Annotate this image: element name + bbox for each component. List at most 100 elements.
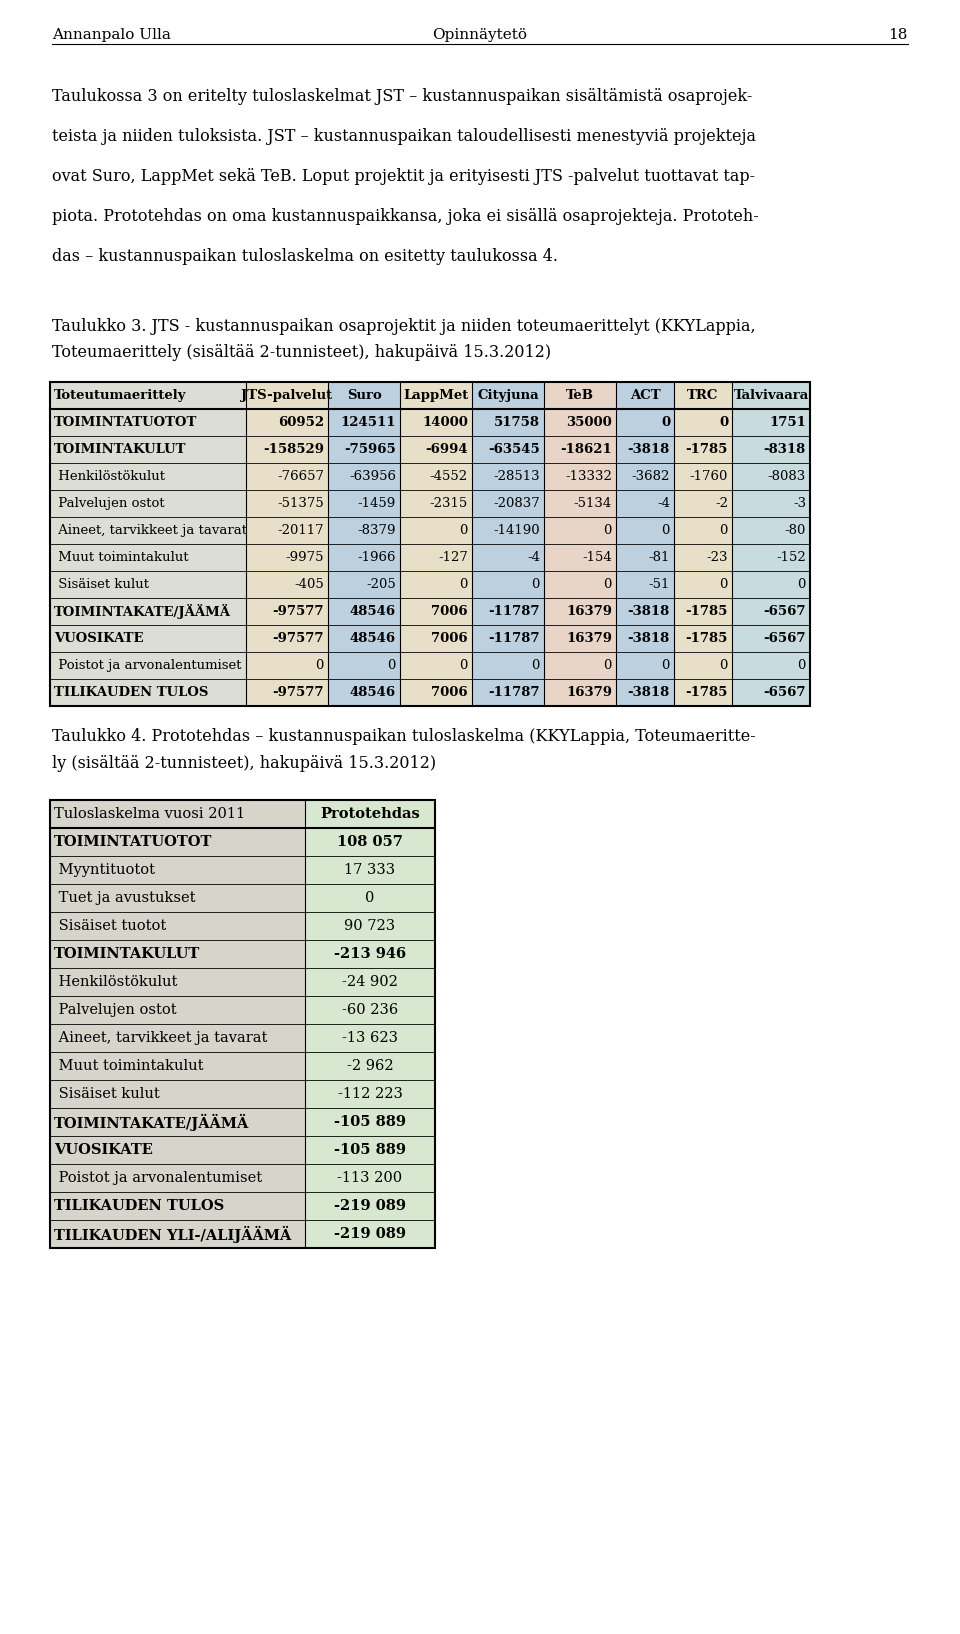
Text: Taulukossa 3 on eritelty tuloslaskelmat JST – kustannuspaikan sisältämistä osapr: Taulukossa 3 on eritelty tuloslaskelmat … bbox=[52, 88, 753, 105]
Text: 48546: 48546 bbox=[349, 686, 396, 699]
Text: Prototehdas: Prototehdas bbox=[320, 807, 420, 820]
Text: Talvivaara: Talvivaara bbox=[733, 389, 808, 402]
Text: -97577: -97577 bbox=[273, 686, 324, 699]
Text: 7006: 7006 bbox=[431, 686, 468, 699]
Text: Taulukko 3. JTS - kustannuspaikan osaprojektit ja niiden toteumaerittelyt (KKYLa: Taulukko 3. JTS - kustannuspaikan osapro… bbox=[52, 319, 756, 335]
Text: -23: -23 bbox=[707, 551, 728, 564]
Text: -76657: -76657 bbox=[277, 471, 324, 484]
Text: -6994: -6994 bbox=[425, 443, 468, 456]
Text: -11787: -11787 bbox=[489, 686, 540, 699]
Text: -213 946: -213 946 bbox=[334, 948, 406, 961]
Text: Sisäiset kulut: Sisäiset kulut bbox=[54, 1087, 159, 1101]
Text: TOIMINTAKULUT: TOIMINTAKULUT bbox=[54, 948, 201, 961]
Text: -14190: -14190 bbox=[493, 525, 540, 538]
Text: -60 236: -60 236 bbox=[342, 1003, 398, 1016]
Text: Suro: Suro bbox=[347, 389, 381, 402]
Text: 90 723: 90 723 bbox=[345, 918, 396, 933]
Text: -3818: -3818 bbox=[628, 443, 670, 456]
Text: 51758: 51758 bbox=[494, 417, 540, 430]
Text: 0: 0 bbox=[661, 659, 670, 672]
Text: -154: -154 bbox=[583, 551, 612, 564]
Text: -2315: -2315 bbox=[430, 497, 468, 510]
Text: 0: 0 bbox=[388, 659, 396, 672]
Text: 48546: 48546 bbox=[349, 605, 396, 618]
Text: Henkilöstökulut: Henkilöstökulut bbox=[54, 471, 165, 484]
Text: -8379: -8379 bbox=[357, 525, 396, 538]
Bar bbox=[472, 382, 544, 706]
Text: -205: -205 bbox=[367, 578, 396, 592]
Text: -1785: -1785 bbox=[685, 443, 728, 456]
Text: 124511: 124511 bbox=[341, 417, 396, 430]
Text: 60952: 60952 bbox=[277, 417, 324, 430]
Text: Muut toimintakulut: Muut toimintakulut bbox=[54, 551, 188, 564]
Text: TeB: TeB bbox=[566, 389, 594, 402]
Text: 0: 0 bbox=[532, 578, 540, 592]
Text: 0: 0 bbox=[720, 525, 728, 538]
Text: 0: 0 bbox=[798, 578, 806, 592]
Text: -158529: -158529 bbox=[263, 443, 324, 456]
Text: ly (sisältää 2-tunnisteet), hakupäivä 15.3.2012): ly (sisältää 2-tunnisteet), hakupäivä 15… bbox=[52, 755, 436, 771]
Text: Opinnäytetö: Opinnäytetö bbox=[433, 28, 527, 42]
Text: TOIMINTAKATE/JÄÄMÄ: TOIMINTAKATE/JÄÄMÄ bbox=[54, 605, 231, 619]
Text: -75965: -75965 bbox=[345, 443, 396, 456]
Text: 35000: 35000 bbox=[566, 417, 612, 430]
Text: 0: 0 bbox=[604, 659, 612, 672]
Text: -97577: -97577 bbox=[273, 605, 324, 618]
Text: 0: 0 bbox=[460, 659, 468, 672]
Text: 0: 0 bbox=[532, 659, 540, 672]
Text: 0: 0 bbox=[460, 525, 468, 538]
Text: -105 889: -105 889 bbox=[334, 1144, 406, 1157]
Text: -20117: -20117 bbox=[277, 525, 324, 538]
Bar bbox=[50, 382, 810, 706]
Text: teista ja niiden tuloksista. JST – kustannuspaikan taloudellisesti menestyviä pr: teista ja niiden tuloksista. JST – kusta… bbox=[52, 127, 756, 145]
Text: Tuloslaskelma vuosi 2011: Tuloslaskelma vuosi 2011 bbox=[54, 807, 245, 820]
Text: Toteumaerittely (sisältää 2-tunnisteet), hakupäivä 15.3.2012): Toteumaerittely (sisältää 2-tunnisteet),… bbox=[52, 345, 551, 361]
Text: -51: -51 bbox=[649, 578, 670, 592]
Text: TILIKAUDEN YLI-/ALIJÄÄMÄ: TILIKAUDEN YLI-/ALIJÄÄMÄ bbox=[54, 1226, 291, 1242]
Text: ovat Suro, LappMet sekä TeB. Loput projektit ja erityisesti JTS -palvelut tuotta: ovat Suro, LappMet sekä TeB. Loput proje… bbox=[52, 168, 756, 185]
Text: -11787: -11787 bbox=[489, 605, 540, 618]
Text: 0: 0 bbox=[366, 891, 374, 905]
Text: 0: 0 bbox=[798, 659, 806, 672]
Bar bbox=[305, 801, 435, 1248]
Text: TILIKAUDEN TULOS: TILIKAUDEN TULOS bbox=[54, 686, 208, 699]
Text: -1966: -1966 bbox=[357, 551, 396, 564]
Text: Poistot ja arvonalentumiset: Poistot ja arvonalentumiset bbox=[54, 1172, 262, 1185]
Text: VUOSIKATE: VUOSIKATE bbox=[54, 1144, 153, 1157]
Text: -4: -4 bbox=[657, 497, 670, 510]
Bar bbox=[50, 801, 435, 1248]
Text: VUOSIKATE: VUOSIKATE bbox=[54, 632, 143, 645]
Bar bbox=[400, 382, 472, 706]
Text: JTS-palvelut: JTS-palvelut bbox=[241, 389, 332, 402]
Text: -13332: -13332 bbox=[565, 471, 612, 484]
Text: -6567: -6567 bbox=[763, 605, 806, 618]
Text: TOIMINTATUOTOT: TOIMINTATUOTOT bbox=[54, 417, 198, 430]
Bar bbox=[50, 382, 246, 706]
Text: Sisäiset kulut: Sisäiset kulut bbox=[54, 578, 149, 592]
Text: piota. Prototehdas on oma kustannuspaikkansa, joka ei sisällä osaprojekteja. Pro: piota. Prototehdas on oma kustannuspaikk… bbox=[52, 208, 758, 225]
Text: -1785: -1785 bbox=[685, 686, 728, 699]
Text: Palvelujen ostot: Palvelujen ostot bbox=[54, 497, 164, 510]
Text: ACT: ACT bbox=[630, 389, 660, 402]
Text: Poistot ja arvonalentumiset: Poistot ja arvonalentumiset bbox=[54, 659, 242, 672]
Text: 0: 0 bbox=[660, 417, 670, 430]
Text: Tuet ja avustukset: Tuet ja avustukset bbox=[54, 891, 196, 905]
Text: -20837: -20837 bbox=[493, 497, 540, 510]
Text: 17 333: 17 333 bbox=[345, 863, 396, 877]
Text: -219 089: -219 089 bbox=[334, 1199, 406, 1212]
Text: 0: 0 bbox=[719, 417, 728, 430]
Text: -63545: -63545 bbox=[489, 443, 540, 456]
Text: -51375: -51375 bbox=[277, 497, 324, 510]
Text: Sisäiset tuotot: Sisäiset tuotot bbox=[54, 918, 166, 933]
Text: 16379: 16379 bbox=[566, 605, 612, 618]
Text: -105 889: -105 889 bbox=[334, 1114, 406, 1129]
Text: -13 623: -13 623 bbox=[342, 1031, 398, 1046]
Text: -63956: -63956 bbox=[349, 471, 396, 484]
Text: -11787: -11787 bbox=[489, 632, 540, 645]
Text: 7006: 7006 bbox=[431, 632, 468, 645]
Bar bbox=[328, 382, 400, 706]
Text: -6567: -6567 bbox=[763, 632, 806, 645]
Text: 16379: 16379 bbox=[566, 686, 612, 699]
Text: -81: -81 bbox=[649, 551, 670, 564]
Text: TOIMINTAKATE/JÄÄMÄ: TOIMINTAKATE/JÄÄMÄ bbox=[54, 1113, 250, 1131]
